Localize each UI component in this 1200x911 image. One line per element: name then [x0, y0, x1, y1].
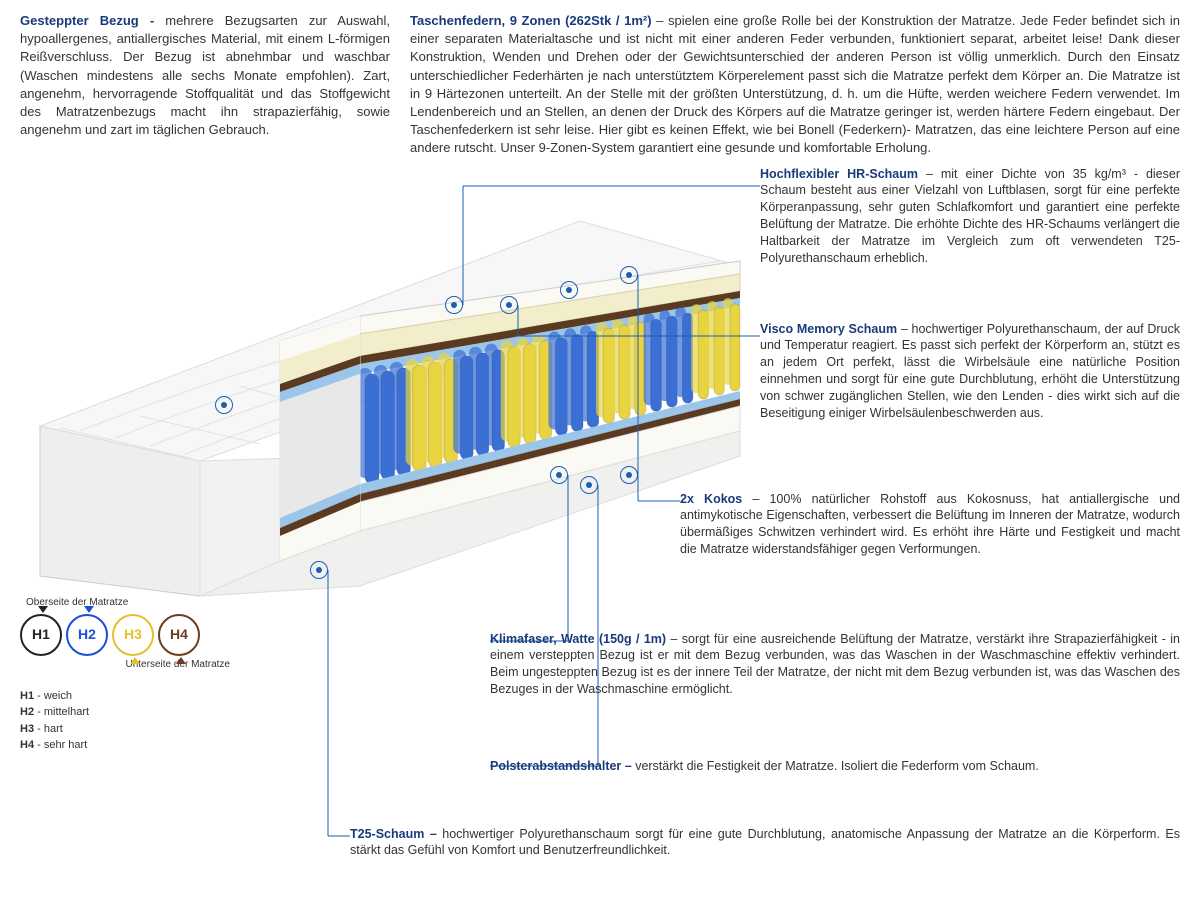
hr-heading: Hochflexibler HR-Schaum — [760, 167, 918, 181]
kokos-text: – 100% natürlicher Rohstoff aus Kokosnus… — [680, 492, 1180, 557]
hr-foam-description: Hochflexibler HR-Schaum – mit einer Dich… — [760, 166, 1180, 267]
t25-text: hochwertiger Polyurethanschaum sorgt für… — [350, 827, 1180, 858]
arrow-h4-bottom — [176, 657, 186, 664]
marker-springs — [560, 281, 578, 299]
hardness-top-label: Oberseite der Matratze — [26, 596, 270, 610]
cover-description: Gesteppter Bezug - mehrere Bezugsarten z… — [20, 12, 390, 158]
springs-text: – spielen eine große Rolle bei der Konst… — [410, 13, 1180, 155]
klima-heading: Klimafaser, Watte (150g / 1m) — [490, 632, 666, 646]
hardness-legend-row: H2 - mittelhart — [20, 704, 270, 721]
marker-klima — [550, 466, 568, 484]
mattress-diagram — [20, 166, 760, 606]
hardness-circle-h1: H1 — [20, 614, 62, 656]
cover-heading: Gesteppter Bezug - — [20, 13, 154, 28]
arrow-h2-top — [84, 606, 94, 613]
arrow-h1-top — [38, 606, 48, 613]
hardness-legend-row: H3 - hart — [20, 721, 270, 738]
hardness-legend-row: H1 - weich — [20, 688, 270, 705]
visco-heading: Visco Memory Schaum — [760, 322, 897, 336]
klima-description: Klimafaser, Watte (150g / 1m) – sorgt fü… — [490, 631, 1180, 699]
springs-description: Taschenfedern, 9 Zonen (262Stk / 1m²) – … — [410, 12, 1180, 158]
t25-heading: T25-Schaum – — [350, 827, 437, 841]
visco-description: Visco Memory Schaum – hochwertiger Polyu… — [760, 321, 1180, 422]
hardness-legend-row: H4 - sehr hart — [20, 737, 270, 754]
polster-text: verstärkt die Festigkeit der Matratze. I… — [632, 759, 1039, 773]
cover-text: mehrere Bezugsarten zur Auswahl, hypoall… — [20, 13, 390, 137]
hardness-bottom-label: Unterseite der Matratze — [20, 658, 230, 672]
hardness-legend: H1 - weichH2 - mittelhartH3 - hartH4 - s… — [20, 688, 270, 754]
marker-polster — [580, 476, 598, 494]
hardness-indicator: Oberseite der Matratze H1H2H3H4 Untersei… — [20, 596, 270, 754]
hardness-circle-h3: H3 — [112, 614, 154, 656]
arrow-h3-bottom — [130, 657, 140, 664]
marker-hr — [445, 296, 463, 314]
marker-kokos2 — [620, 466, 638, 484]
hardness-circle-h2: H2 — [66, 614, 108, 656]
kokos-heading: 2x Kokos — [680, 492, 742, 506]
polster-description: Polsterabstandshalter – verstärkt die Fe… — [490, 758, 1180, 775]
marker-visco — [500, 296, 518, 314]
marker-cover — [215, 396, 233, 414]
t25-description: T25-Schaum – hochwertiger Polyurethansch… — [350, 826, 1180, 860]
visco-text: – hochwertiger Polyurethanschaum, der au… — [760, 322, 1180, 420]
hardness-circle-h4: H4 — [158, 614, 200, 656]
hr-text: – mit einer Dichte von 35 kg/m³ - dieser… — [760, 167, 1180, 265]
polster-heading: Polsterabstandshalter – — [490, 759, 632, 773]
springs-heading: Taschenfedern, 9 Zonen (262Stk / 1m²) — [410, 13, 652, 28]
marker-t25 — [310, 561, 328, 579]
kokos-description: 2x Kokos – 100% natürlicher Rohstoff aus… — [680, 491, 1180, 559]
marker-kokos — [620, 266, 638, 284]
